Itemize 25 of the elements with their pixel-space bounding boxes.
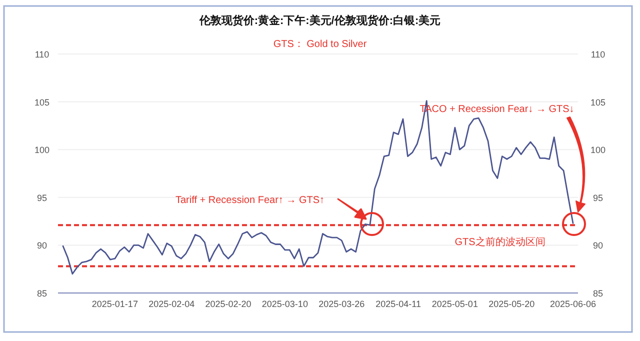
y-tick-label: 100 [34,145,50,156]
chart-subtitle: GTS： Gold to Silver [273,39,368,50]
y2-tick-label: 95 [592,192,604,203]
y-tick-label: 110 [34,50,50,60]
y2-tick-label: 100 [590,145,606,156]
x-tick-label: 2025-03-10 [262,299,308,309]
x-tick-label: 2025-02-20 [205,299,252,309]
y-tick-label: 95 [36,192,48,203]
x-tick-label: 2025-03-26 [318,299,365,309]
x-tick-label: 2025-05-01 [432,299,478,309]
y2-tick-label: 110 [590,50,606,60]
x-tick-label: 2025-04-11 [376,299,421,309]
y-tick-label: 105 [34,97,50,108]
y-tick-label: 85 [36,288,48,298]
x-tick-label: 2025-02-04 [148,299,195,309]
y-tick-label: 90 [36,240,48,251]
x-tick-label: 2025-05-20 [488,299,535,309]
x-tick-label: 2025-06-06 [550,299,596,309]
y2-tick-label: 90 [592,240,604,251]
x-tick-label: 2025-01-17 [92,299,138,309]
chart-title: 伦敦现货价:黄金:下午:美元/伦敦现货价:白银:美元 [198,14,441,27]
ref-line-label: GTS之前的波动区间 [454,236,546,248]
y2-tick-label: 85 [592,288,604,298]
annotation: Tariff + Recession Fear↑ → GTS↑ [175,195,325,206]
y2-tick-label: 105 [590,97,606,108]
